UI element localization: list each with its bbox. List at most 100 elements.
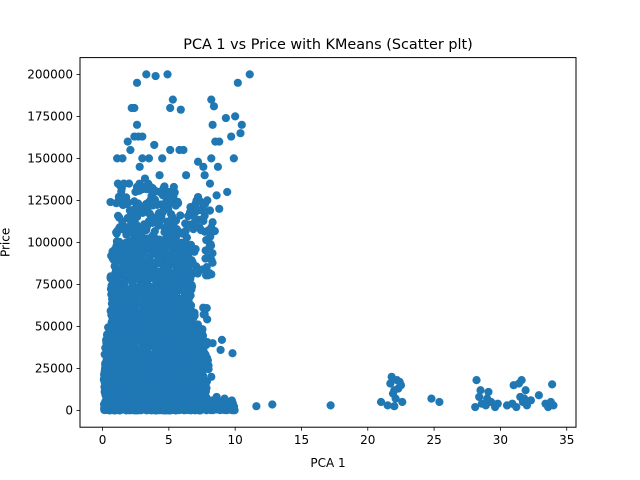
data-point (228, 349, 237, 358)
data-point (117, 187, 126, 196)
data-point (268, 400, 277, 409)
data-point (142, 70, 151, 79)
data-point (427, 394, 436, 403)
data-point (174, 375, 183, 384)
data-point (155, 187, 164, 197)
data-point (204, 226, 213, 235)
data-point (125, 237, 134, 246)
x-axis: 0 5 10 15 20 25 30 35 (99, 427, 574, 447)
data-point (386, 379, 395, 388)
data-point (170, 403, 179, 413)
data-point (158, 293, 167, 303)
data-point (376, 397, 386, 407)
data-point (517, 376, 526, 385)
data-point (201, 246, 210, 255)
data-point (106, 197, 115, 207)
data-point (189, 337, 198, 346)
data-point (102, 360, 111, 369)
data-point (223, 187, 232, 197)
data-point (158, 310, 167, 320)
data-point (146, 295, 155, 304)
data-point (475, 392, 484, 402)
data-point (166, 307, 175, 316)
data-point (126, 145, 135, 155)
data-point (169, 182, 178, 192)
chart-title: PCA 1 vs Price with KMeans (Scatter plt) (183, 37, 472, 53)
data-point (190, 398, 199, 408)
data-point (124, 179, 134, 188)
data-point (390, 402, 399, 411)
data-point (125, 268, 135, 278)
data-point (548, 380, 557, 389)
data-point (237, 120, 246, 129)
data-point (201, 378, 211, 388)
data-point (215, 204, 224, 213)
data-point (128, 221, 137, 230)
data-point (145, 396, 154, 405)
data-point (139, 363, 148, 373)
data-point (484, 387, 493, 397)
data-point (180, 283, 189, 292)
data-point (520, 394, 529, 403)
data-point (150, 140, 159, 150)
data-point (182, 354, 191, 364)
x-tick-label: 5 (165, 433, 173, 447)
y-tick-label: 175000 (27, 110, 73, 124)
data-point (212, 392, 221, 402)
data-point (212, 191, 221, 200)
data-point (158, 154, 167, 163)
x-tick-label: 20 (360, 433, 375, 447)
data-point (172, 252, 181, 262)
data-point (110, 330, 119, 339)
x-tick-label: 25 (426, 433, 441, 447)
data-point (163, 70, 172, 79)
data-point (187, 282, 197, 291)
data-point (205, 179, 215, 188)
data-point (135, 162, 144, 171)
data-point (127, 295, 137, 305)
data-point (151, 71, 160, 81)
y-tick-label: 50000 (35, 320, 73, 334)
y-axis-label: Price (0, 228, 13, 257)
data-point (131, 187, 140, 197)
data-point (141, 335, 151, 345)
data-point (207, 372, 216, 381)
data-point (233, 78, 242, 87)
data-point (227, 132, 236, 141)
data-point (136, 405, 145, 414)
x-tick-label: 35 (559, 433, 574, 447)
data-point (162, 299, 171, 309)
data-point (131, 203, 141, 212)
data-point (107, 310, 116, 320)
data-point (210, 227, 219, 236)
data-point (383, 401, 392, 410)
data-point (191, 372, 200, 381)
data-point (164, 187, 173, 197)
data-point (121, 223, 130, 232)
data-point (170, 327, 179, 337)
data-point (124, 378, 133, 387)
data-point (173, 385, 182, 394)
data-point (471, 402, 480, 412)
data-point (189, 225, 198, 234)
data-point (203, 196, 212, 205)
data-point (154, 250, 163, 259)
data-point (112, 229, 121, 238)
data-point (140, 174, 150, 183)
data-point (135, 179, 144, 188)
y-tick-label: 125000 (27, 194, 73, 208)
data-point (119, 257, 128, 266)
data-point (326, 401, 335, 410)
data-point (144, 154, 154, 163)
data-point (168, 361, 177, 370)
data-point (163, 217, 172, 226)
data-point (191, 363, 200, 372)
data-point (160, 228, 169, 237)
data-point (502, 401, 512, 410)
data-point (176, 356, 185, 365)
data-point (252, 402, 261, 411)
data-point (124, 198, 133, 207)
data-point (115, 237, 124, 246)
data-point (145, 234, 154, 243)
